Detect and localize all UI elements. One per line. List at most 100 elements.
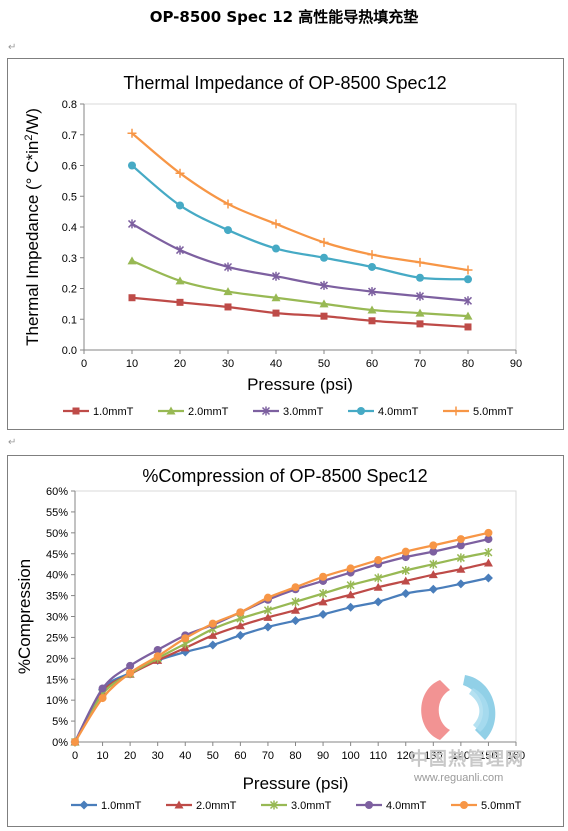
compression-chart: %Compression of OP-8500 Spec12 0% 5% 10% 15%…: [7, 455, 564, 827]
data-point: [223, 287, 233, 296]
page-title: OP-8500 Spec 12 高性能导热填充垫: [149, 8, 419, 26]
data-point: [416, 320, 424, 328]
data-point: [463, 296, 473, 306]
x-tick-label: 20: [124, 750, 136, 762]
data-point: [484, 535, 493, 544]
y-tick-label: 35%: [46, 591, 68, 603]
data-point: [176, 298, 184, 306]
y-tick-label: 25%: [46, 632, 68, 644]
data-point: [236, 608, 245, 617]
data-point: [126, 661, 135, 670]
legend-label: 1.0mmT: [101, 800, 142, 812]
legend-marker: [357, 407, 365, 415]
legend-label: 5.0mmT: [481, 800, 522, 812]
data-point: [368, 262, 376, 271]
data-point: [319, 280, 329, 290]
data-point: [401, 565, 410, 575]
chart-title: Thermal Impedance of OP-8500 Spec12: [123, 73, 446, 93]
x-tick-label: 20: [174, 358, 186, 370]
series-3.0mmT: [127, 219, 473, 306]
series-3.0mmT: [70, 547, 493, 747]
legend-label: 3.0mmT: [291, 800, 332, 812]
data-point: [463, 265, 473, 275]
legend-marker: [261, 406, 271, 416]
series-line: [74, 551, 489, 743]
data-point: [291, 605, 300, 614]
y-axis-label: %Compression: [15, 559, 34, 674]
legend-marker: [79, 800, 89, 810]
data-point: [127, 219, 137, 229]
legend-label: 1.0mmT: [93, 406, 134, 418]
data-point: [367, 250, 377, 260]
data-point: [272, 244, 280, 253]
series-2.0mmT: [127, 256, 473, 320]
paragraph-mark: ↵: [8, 437, 17, 448]
data-point: [263, 593, 272, 602]
y-tick-label: 0%: [52, 737, 68, 749]
legend-marker: [174, 800, 184, 809]
x-tick-label: 30: [152, 750, 164, 762]
legend-marker: [365, 801, 373, 809]
series-1.0mmT: [128, 294, 472, 331]
data-point: [320, 312, 328, 320]
legend: 1.0mmT 2.0mmT 3.0mmT 4.0mmT 5.0mmT: [63, 406, 514, 418]
y-tick-label: 0.7: [62, 130, 77, 142]
series-line: [131, 296, 469, 329]
data-point: [428, 570, 438, 579]
x-tick-label: 50: [207, 750, 219, 762]
data-point: [320, 253, 328, 262]
data-point: [373, 582, 383, 591]
series-5.0mmT: [127, 128, 473, 275]
data-point: [318, 597, 328, 606]
data-point: [463, 311, 473, 320]
data-point: [374, 573, 383, 583]
watermark-url: www.reguanli.com: [414, 772, 504, 784]
y-tick-label: 20%: [46, 653, 68, 665]
series-line: [74, 531, 489, 743]
x-tick-label: 60: [234, 750, 246, 762]
plot-area: [83, 103, 517, 351]
data-point: [127, 128, 137, 138]
data-point: [374, 556, 383, 565]
x-tick-label: 40: [270, 358, 282, 370]
legend-marker: [460, 801, 468, 809]
data-point: [367, 305, 377, 314]
data-point: [263, 612, 273, 621]
y-tick-label: 60%: [46, 486, 68, 498]
data-point: [401, 588, 411, 598]
data-point: [128, 294, 136, 302]
x-axis-label: Pressure (psi): [247, 375, 353, 394]
series-4.0mmT: [128, 161, 472, 284]
x-tick-label: 110: [369, 750, 387, 762]
y-tick-label: 0.8: [62, 99, 77, 111]
data-point: [98, 694, 107, 703]
series-line: [131, 259, 469, 318]
data-point: [208, 640, 218, 650]
legend-label: 5.0mmT: [473, 406, 514, 418]
data-point: [367, 287, 377, 297]
legend-marker: [166, 406, 176, 415]
data-point: [176, 201, 184, 210]
series-line: [131, 164, 469, 281]
data-point: [181, 634, 190, 643]
y-tick-label: 0.3: [62, 253, 77, 265]
legend-label: 2.0mmT: [196, 800, 237, 812]
x-tick-label: 140: [452, 750, 470, 762]
data-point: [484, 528, 493, 537]
data-point: [223, 262, 233, 272]
x-tick-label: 150: [479, 750, 497, 762]
data-point: [319, 572, 328, 581]
data-point: [153, 652, 162, 661]
data-point: [71, 738, 79, 746]
x-tick-label: 120: [397, 750, 415, 762]
data-point: [235, 630, 245, 640]
data-point: [456, 535, 465, 544]
legend-marker: [451, 406, 461, 416]
data-point: [429, 541, 438, 550]
data-point: [319, 588, 328, 598]
x-tick-label: 100: [341, 750, 359, 762]
data-point: [175, 245, 185, 255]
data-point: [319, 237, 329, 247]
data-point: [401, 576, 411, 585]
legend-marker: [72, 407, 80, 415]
